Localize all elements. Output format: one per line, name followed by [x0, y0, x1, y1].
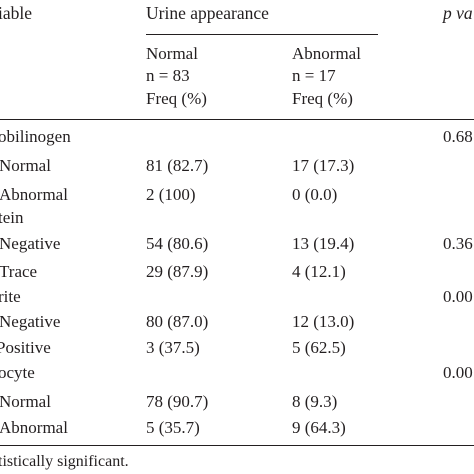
- row-label: Abnormal: [0, 185, 68, 204]
- row-label: Negative: [0, 312, 61, 331]
- row-label: Normal: [0, 156, 51, 175]
- header-bottom-rule: [0, 119, 474, 120]
- row-label: Normal: [0, 392, 51, 411]
- abnormal-cell: 12 (13.0): [292, 312, 355, 331]
- normal-cell: 54 (80.6): [146, 234, 209, 253]
- row-label: tein: [0, 208, 24, 227]
- p-value-cell: 0.00: [443, 287, 473, 306]
- abnormal-group-unit: Freq (%): [292, 89, 353, 108]
- abnormal-cell: 0 (0.0): [292, 185, 338, 204]
- p-value-cell: 0.00: [443, 363, 473, 382]
- normal-group-unit: Freq (%): [146, 89, 207, 108]
- normal-cell: 78 (90.7): [146, 392, 209, 411]
- p-value-cell: 0.36: [443, 234, 473, 253]
- row-label: rite: [0, 287, 21, 306]
- normal-cell: 2 (100): [146, 185, 196, 204]
- abnormal-cell: 4 (12.1): [292, 262, 346, 281]
- table-bottom-rule: [0, 445, 474, 446]
- normal-cell: 29 (87.9): [146, 262, 209, 281]
- abnormal-group-n: n = 17: [292, 66, 336, 85]
- normal-group-n: n = 83: [146, 66, 190, 85]
- column-header-variable: iable: [0, 3, 33, 23]
- abnormal-cell: 9 (64.3): [292, 418, 346, 437]
- abnormal-cell: 17 (17.3): [292, 156, 355, 175]
- row-label: Negative: [0, 234, 61, 253]
- normal-group-name: Normal: [146, 44, 198, 63]
- row-label: Positive: [0, 338, 51, 357]
- footnote: tistically significant.: [0, 453, 129, 470]
- row-label: Trace: [0, 262, 38, 281]
- column-header-urine-appearance: Urine appearance: [146, 3, 269, 23]
- abnormal-cell: 5 (62.5): [292, 338, 346, 357]
- row-label: ocyte: [0, 363, 35, 382]
- group-header-rule: [146, 34, 378, 35]
- normal-cell: 3 (37.5): [146, 338, 200, 357]
- normal-cell: 5 (35.7): [146, 418, 200, 437]
- normal-cell: 81 (82.7): [146, 156, 209, 175]
- normal-cell: 80 (87.0): [146, 312, 209, 331]
- column-header-p-value: p va: [443, 3, 473, 23]
- abnormal-cell: 8 (9.3): [292, 392, 338, 411]
- row-label: obilinogen: [0, 127, 71, 146]
- p-value-cell: 0.68: [443, 127, 473, 146]
- abnormal-cell: 13 (19.4): [292, 234, 355, 253]
- row-label: Abnormal: [0, 418, 68, 437]
- abnormal-group-name: Abnormal: [292, 44, 361, 63]
